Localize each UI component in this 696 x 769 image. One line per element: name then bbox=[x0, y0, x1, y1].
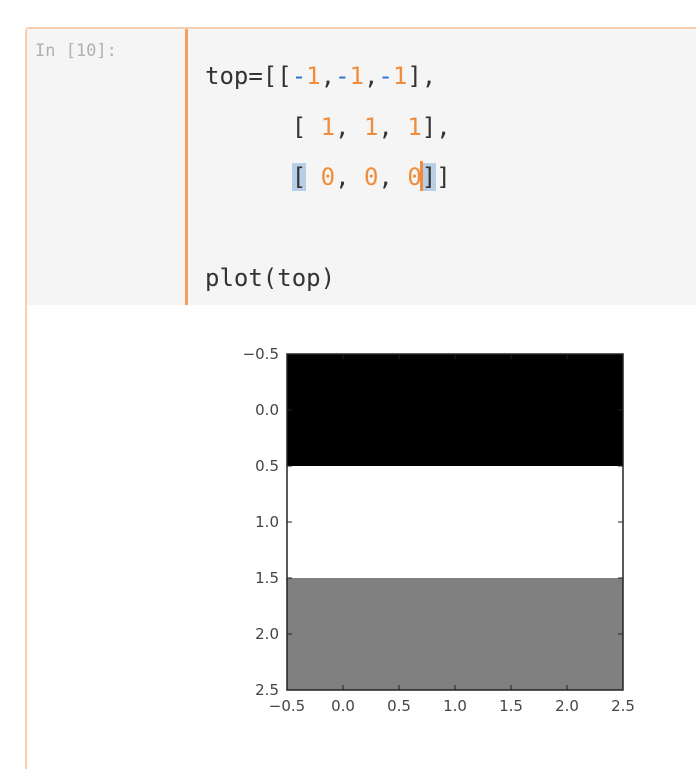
x-tick-label: 1.0 bbox=[443, 697, 467, 715]
x-tick-label: 0.0 bbox=[331, 697, 355, 715]
y-tick-label: −0.5 bbox=[243, 345, 279, 363]
y-tick-label: 1.5 bbox=[255, 569, 279, 587]
heatmap-cell bbox=[287, 354, 400, 467]
text-cursor bbox=[420, 161, 424, 191]
code-line: [ 1, 1, 1], bbox=[205, 112, 451, 141]
x-tick-label: 0.5 bbox=[387, 697, 411, 715]
heatmap-cell bbox=[511, 466, 624, 579]
code-line: top=[[-1,-1,-1], bbox=[205, 62, 437, 90]
x-tick-label: −0.5 bbox=[269, 697, 305, 715]
heatmap-cell bbox=[399, 354, 512, 467]
heatmap-cell bbox=[399, 466, 512, 579]
input-prompt: In [10]: bbox=[35, 41, 117, 61]
y-tick-label: 0.5 bbox=[255, 457, 279, 475]
cell-edit-indicator bbox=[185, 29, 188, 305]
code-editor[interactable]: top=[[-1,-1,-1], [ 1, 1, 1], [ 0, 0, 0]]… bbox=[205, 51, 451, 304]
y-tick-label: 0.0 bbox=[255, 401, 279, 419]
y-tick-label: 2.5 bbox=[255, 681, 279, 699]
matched-bracket: [ bbox=[291, 163, 307, 191]
y-tick-label: 2.0 bbox=[255, 625, 279, 643]
x-tick-label: 2.5 bbox=[611, 697, 635, 715]
x-tick-label: 2.0 bbox=[555, 697, 579, 715]
imshow-plot: −0.5 0.0 0.5 1.0 1.5 2.0 2.5−0.50.00.51.01.52.… bbox=[243, 345, 635, 715]
code-input-area[interactable]: In [10]: top=[[-1,-1,-1], [ 1, 1, 1], [ … bbox=[27, 29, 696, 305]
matched-bracket: ] bbox=[421, 163, 437, 191]
heatmap-cell bbox=[511, 578, 624, 691]
code-line: plot(top) bbox=[205, 264, 336, 292]
x-tick-label: 1.5 bbox=[499, 697, 523, 715]
heatmap-cell bbox=[287, 466, 400, 579]
heatmap-cell bbox=[511, 354, 624, 467]
heatmap-cell bbox=[287, 578, 400, 691]
heatmap-cell bbox=[399, 578, 512, 691]
code-line: [ 0, 0, 0]] bbox=[291, 161, 451, 191]
y-tick-label: 1.0 bbox=[255, 513, 279, 531]
